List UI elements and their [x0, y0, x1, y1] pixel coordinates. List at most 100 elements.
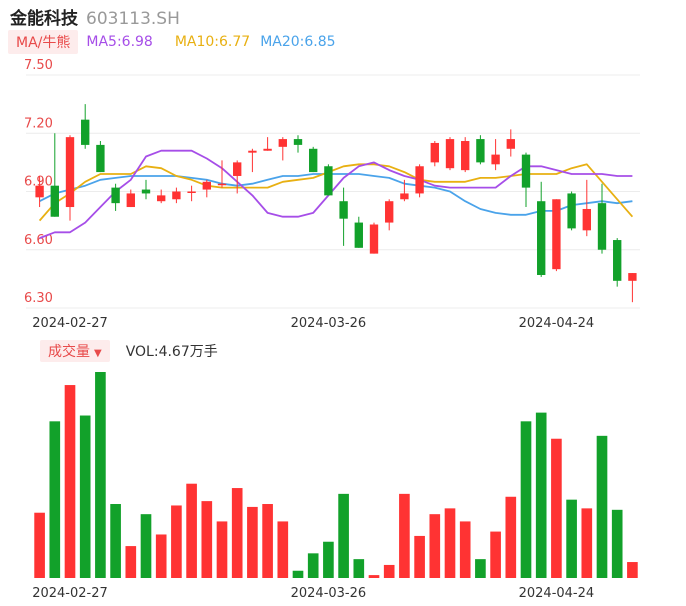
candle-body [628, 273, 637, 281]
volume-bar [34, 512, 45, 578]
candle-body [552, 199, 561, 270]
stock-name: 金能科技 [10, 9, 78, 29]
candle-body [582, 208, 591, 231]
volume-bar [520, 421, 532, 578]
ma-legend: MA/牛熊 MA5:6.98 MA10:6.77 MA20:6.85 [8, 30, 336, 54]
ma10-line [38, 163, 634, 222]
volume-bar [611, 509, 623, 578]
candle-body [65, 137, 75, 208]
volume-x-tick-labels: 2024-02-27 2024-03-26 2024-04-24 [32, 586, 594, 601]
volume-value: VOL:4.67万手 [125, 344, 218, 360]
candle-body [35, 185, 44, 198]
candle-body [324, 166, 333, 196]
price-date-label: 2024-03-26 [291, 316, 367, 331]
volume-bar [627, 562, 638, 578]
volume-bar [505, 496, 517, 578]
candle-body [157, 195, 166, 202]
candle-body [217, 183, 227, 186]
volume-bar [216, 521, 228, 578]
stock-header: 金能科技 603113.SH [10, 4, 180, 29]
volume-bar [581, 508, 593, 578]
candle-body [202, 181, 211, 190]
volume-bar [566, 499, 577, 578]
volume-bar [551, 438, 562, 578]
price-date-label: 2024-02-27 [32, 316, 108, 331]
candle-body [506, 139, 515, 149]
volume-bar [140, 514, 152, 578]
volume-bar [155, 534, 167, 578]
stock-code: 603113.SH [86, 9, 180, 29]
price-y-tick-label: 6.90 [24, 175, 53, 190]
candle-body [369, 224, 379, 254]
candle-body [400, 193, 409, 200]
price-gridlines [26, 74, 640, 309]
volume-bar [64, 385, 76, 578]
candlestick-series [35, 104, 637, 303]
candle-body [187, 191, 196, 193]
candle-body [339, 201, 348, 219]
volume-bar [231, 488, 243, 578]
volume-bar [171, 505, 182, 578]
price-x-tick-labels: 2024-02-27 2024-03-26 2024-04-24 [32, 316, 594, 331]
candle-body [248, 150, 257, 153]
volume-bars [34, 372, 638, 578]
candle-body [537, 201, 546, 275]
volume-bar [444, 508, 456, 578]
candle-body [278, 139, 287, 147]
candle-body [141, 189, 151, 194]
volume-bar [353, 559, 365, 578]
dropdown-arrow-icon: ▼ [94, 348, 102, 359]
candle-body [354, 222, 363, 248]
candle-body [567, 193, 576, 229]
price-y-tick-labels: 7.507.206.906.606.30 [24, 58, 53, 306]
price-y-tick-label: 6.30 [24, 291, 53, 306]
volume-bar [110, 504, 121, 578]
volume-indicator-dropdown[interactable]: 成交量 ▼ [40, 340, 110, 362]
volume-bar [475, 559, 486, 578]
volume-bar [95, 372, 106, 578]
volume-bar [125, 546, 137, 578]
volume-bar [368, 575, 380, 578]
price-date-label: 2024-04-24 [519, 316, 595, 331]
ma10-label: MA10:6.77 [174, 34, 251, 50]
volume-date-label: 2024-03-26 [291, 586, 367, 601]
volume-bar [459, 521, 471, 578]
volume-bar [338, 493, 349, 578]
volume-date-label: 2024-02-27 [32, 586, 108, 601]
candle-body [415, 166, 424, 194]
candle-body [233, 162, 242, 176]
ma5-label: MA5:6.98 [86, 34, 153, 50]
candle-body [476, 139, 485, 163]
candle-body [126, 193, 135, 208]
volume-bar [292, 570, 304, 578]
volume-date-label: 2024-04-24 [519, 586, 595, 601]
volume-bar [414, 535, 425, 578]
volume-bar [186, 483, 197, 578]
volume-tab-label: 成交量 [48, 344, 90, 360]
candle-body [430, 142, 439, 163]
volume-bar [262, 504, 273, 578]
volume-bar [307, 553, 319, 578]
candle-body [111, 187, 120, 204]
volume-bar [323, 541, 334, 578]
volume-bar [49, 421, 61, 578]
price-y-tick-label: 7.50 [24, 58, 53, 73]
candle-body [293, 139, 303, 145]
price-y-tick-label: 7.20 [24, 116, 53, 131]
volume-bar [596, 435, 608, 578]
candle-body [597, 203, 607, 250]
volume-bar [490, 531, 501, 578]
candle-body [521, 154, 531, 188]
candle-body [385, 201, 394, 223]
volume-bar [429, 514, 441, 578]
volume-bar [399, 493, 410, 578]
candle-body [445, 139, 455, 169]
ma-type-toggle[interactable]: MA/牛熊 [8, 30, 79, 54]
candle-body [613, 240, 622, 281]
candle-body [50, 185, 59, 217]
volume-bar [201, 501, 213, 578]
volume-legend: 成交量 ▼ VOL:4.67万手 [40, 340, 218, 362]
ma20-line [39, 173, 633, 216]
volume-bar [79, 415, 91, 578]
